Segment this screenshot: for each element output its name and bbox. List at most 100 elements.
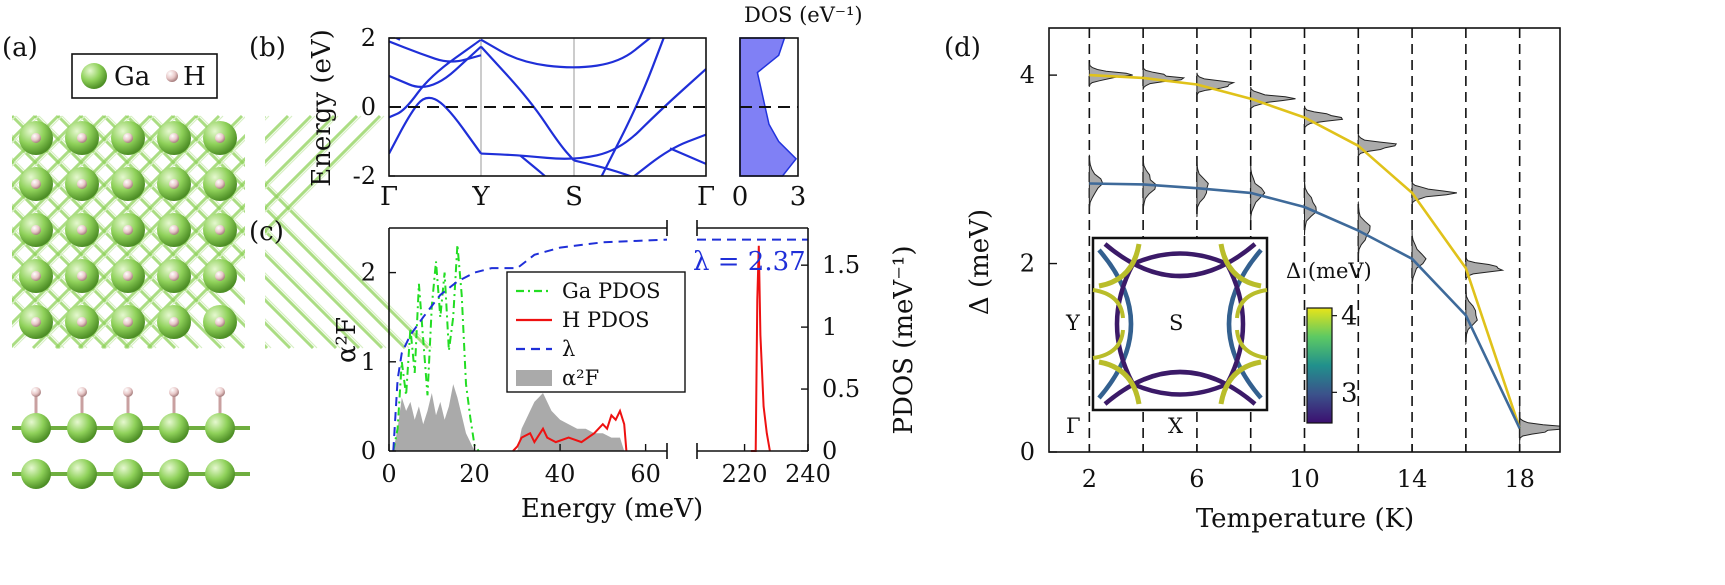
band-line-1	[389, 45, 482, 88]
h-pdos-line-left	[512, 408, 628, 452]
d-ticks: 2 6 10 14 18 0 2 4	[1020, 61, 1535, 493]
ga-atom	[67, 459, 97, 489]
ga-pdos-line	[392, 244, 480, 452]
h-atom	[77, 179, 87, 189]
c-ytick-right-label: 0	[822, 437, 837, 465]
h-atom-icon	[166, 70, 178, 82]
h-pdos-line-right	[750, 245, 771, 452]
fermi-surface-inset	[1091, 236, 1269, 412]
band-frame	[388, 37, 707, 177]
d-xtick-label: 14	[1397, 465, 1428, 493]
fs-pocket	[1218, 359, 1262, 405]
c-xtick-label: 0	[381, 460, 396, 488]
c-ytick-label: 1	[361, 348, 376, 376]
bond-line	[151, 115, 385, 349]
h-atom	[215, 271, 225, 281]
band-line-9	[632, 133, 706, 176]
d-ytick-label: 2	[1020, 250, 1035, 278]
band-structure	[389, 38, 706, 176]
gap-histogram	[1411, 181, 1457, 205]
h-atom	[31, 271, 41, 281]
d-xtick-label: 6	[1189, 465, 1204, 493]
c-xtick-label: 20	[459, 460, 490, 488]
bond-line	[0, 114, 106, 223]
fs-pocket	[1235, 329, 1268, 360]
band-line-12	[393, 38, 401, 41]
inset-label-gamma: Γ	[1066, 414, 1081, 438]
gap-curve-0	[1089, 73, 1521, 429]
d-xlabel: Temperature (K)	[1196, 504, 1414, 534]
band-line-11	[573, 159, 634, 176]
fs-pocket	[1218, 243, 1262, 289]
h-atom	[169, 317, 179, 327]
bond-line	[0, 285, 62, 350]
inset-label-s: S	[1169, 311, 1183, 335]
dos-xtick-label: 0	[732, 182, 749, 212]
bond-line	[0, 239, 108, 350]
ga-atom	[113, 459, 143, 489]
h-atom	[31, 317, 41, 327]
a2f-area-1	[517, 393, 625, 451]
ga-atom	[205, 413, 235, 443]
fs-pocket	[1235, 288, 1268, 319]
gap-histogram	[1196, 72, 1236, 97]
band-yticks: 2 0 -2	[353, 24, 395, 190]
fs-sheet	[1226, 248, 1263, 400]
colorbar-tick-label: 3	[1341, 378, 1358, 408]
band-line-7	[480, 45, 575, 162]
c-legend: Ga PDOS H PDOS λ α²F	[516, 279, 661, 390]
dos-plot	[739, 37, 798, 177]
kpoint-label: S	[565, 182, 583, 212]
panel-d-label: (d)	[944, 33, 981, 63]
c-xlabel: Energy (meV)	[521, 494, 703, 524]
a2f-area-0	[393, 384, 475, 451]
band-ylabel: Energy (eV)	[307, 29, 337, 187]
h-atom	[123, 225, 133, 235]
bond-line	[0, 115, 178, 294]
gap-histogram	[1411, 229, 1427, 288]
band-line-3	[389, 38, 482, 119]
crystal-side-view	[12, 387, 250, 489]
bond-line	[0, 115, 132, 248]
legend-ga-label: Ga	[114, 62, 150, 92]
h-atom	[215, 179, 225, 189]
colorbar-ticks: 43	[1332, 302, 1358, 408]
bond-line	[176, 115, 410, 349]
band-line-2	[389, 96, 482, 155]
c-xtick-label: 40	[545, 460, 576, 488]
h-atom	[77, 225, 87, 235]
bond-line	[38, 115, 272, 349]
band-line-4	[480, 38, 651, 69]
h-atom	[215, 133, 225, 143]
h-atom	[169, 387, 179, 397]
gap-histogram	[1357, 133, 1398, 158]
bond-line	[84, 115, 318, 349]
dos-xtick-label: 3	[790, 182, 807, 212]
h-atom	[31, 179, 41, 189]
h-atom	[215, 317, 225, 327]
bond-line	[171, 114, 407, 350]
c-xtick-label: 60	[630, 460, 661, 488]
lambda-value-label: λ = 2.37	[693, 247, 806, 277]
kpoint-label: Y	[471, 182, 490, 212]
h-atom	[123, 271, 133, 281]
pdos-ylabel: PDOS (meV⁻¹)	[889, 246, 919, 435]
mask	[245, 110, 265, 354]
fs-pocket	[1092, 329, 1125, 360]
band-line-6	[519, 154, 546, 176]
c-ytick-right-label: 1.5	[822, 251, 860, 279]
h-atom	[31, 133, 41, 143]
ga-atom	[113, 413, 143, 443]
c-ytick-label: 0	[361, 437, 376, 465]
fs-pocket	[1098, 243, 1142, 289]
gap-histogram	[1465, 286, 1478, 346]
fs-sheet	[1103, 369, 1257, 406]
ga-atom-icon	[81, 63, 107, 89]
band-ytick-label: 2	[361, 24, 376, 52]
legend-h-label: H	[183, 62, 206, 92]
ga-atom	[67, 413, 97, 443]
inset-label-x: X	[1168, 414, 1183, 438]
bond-line	[0, 115, 86, 202]
